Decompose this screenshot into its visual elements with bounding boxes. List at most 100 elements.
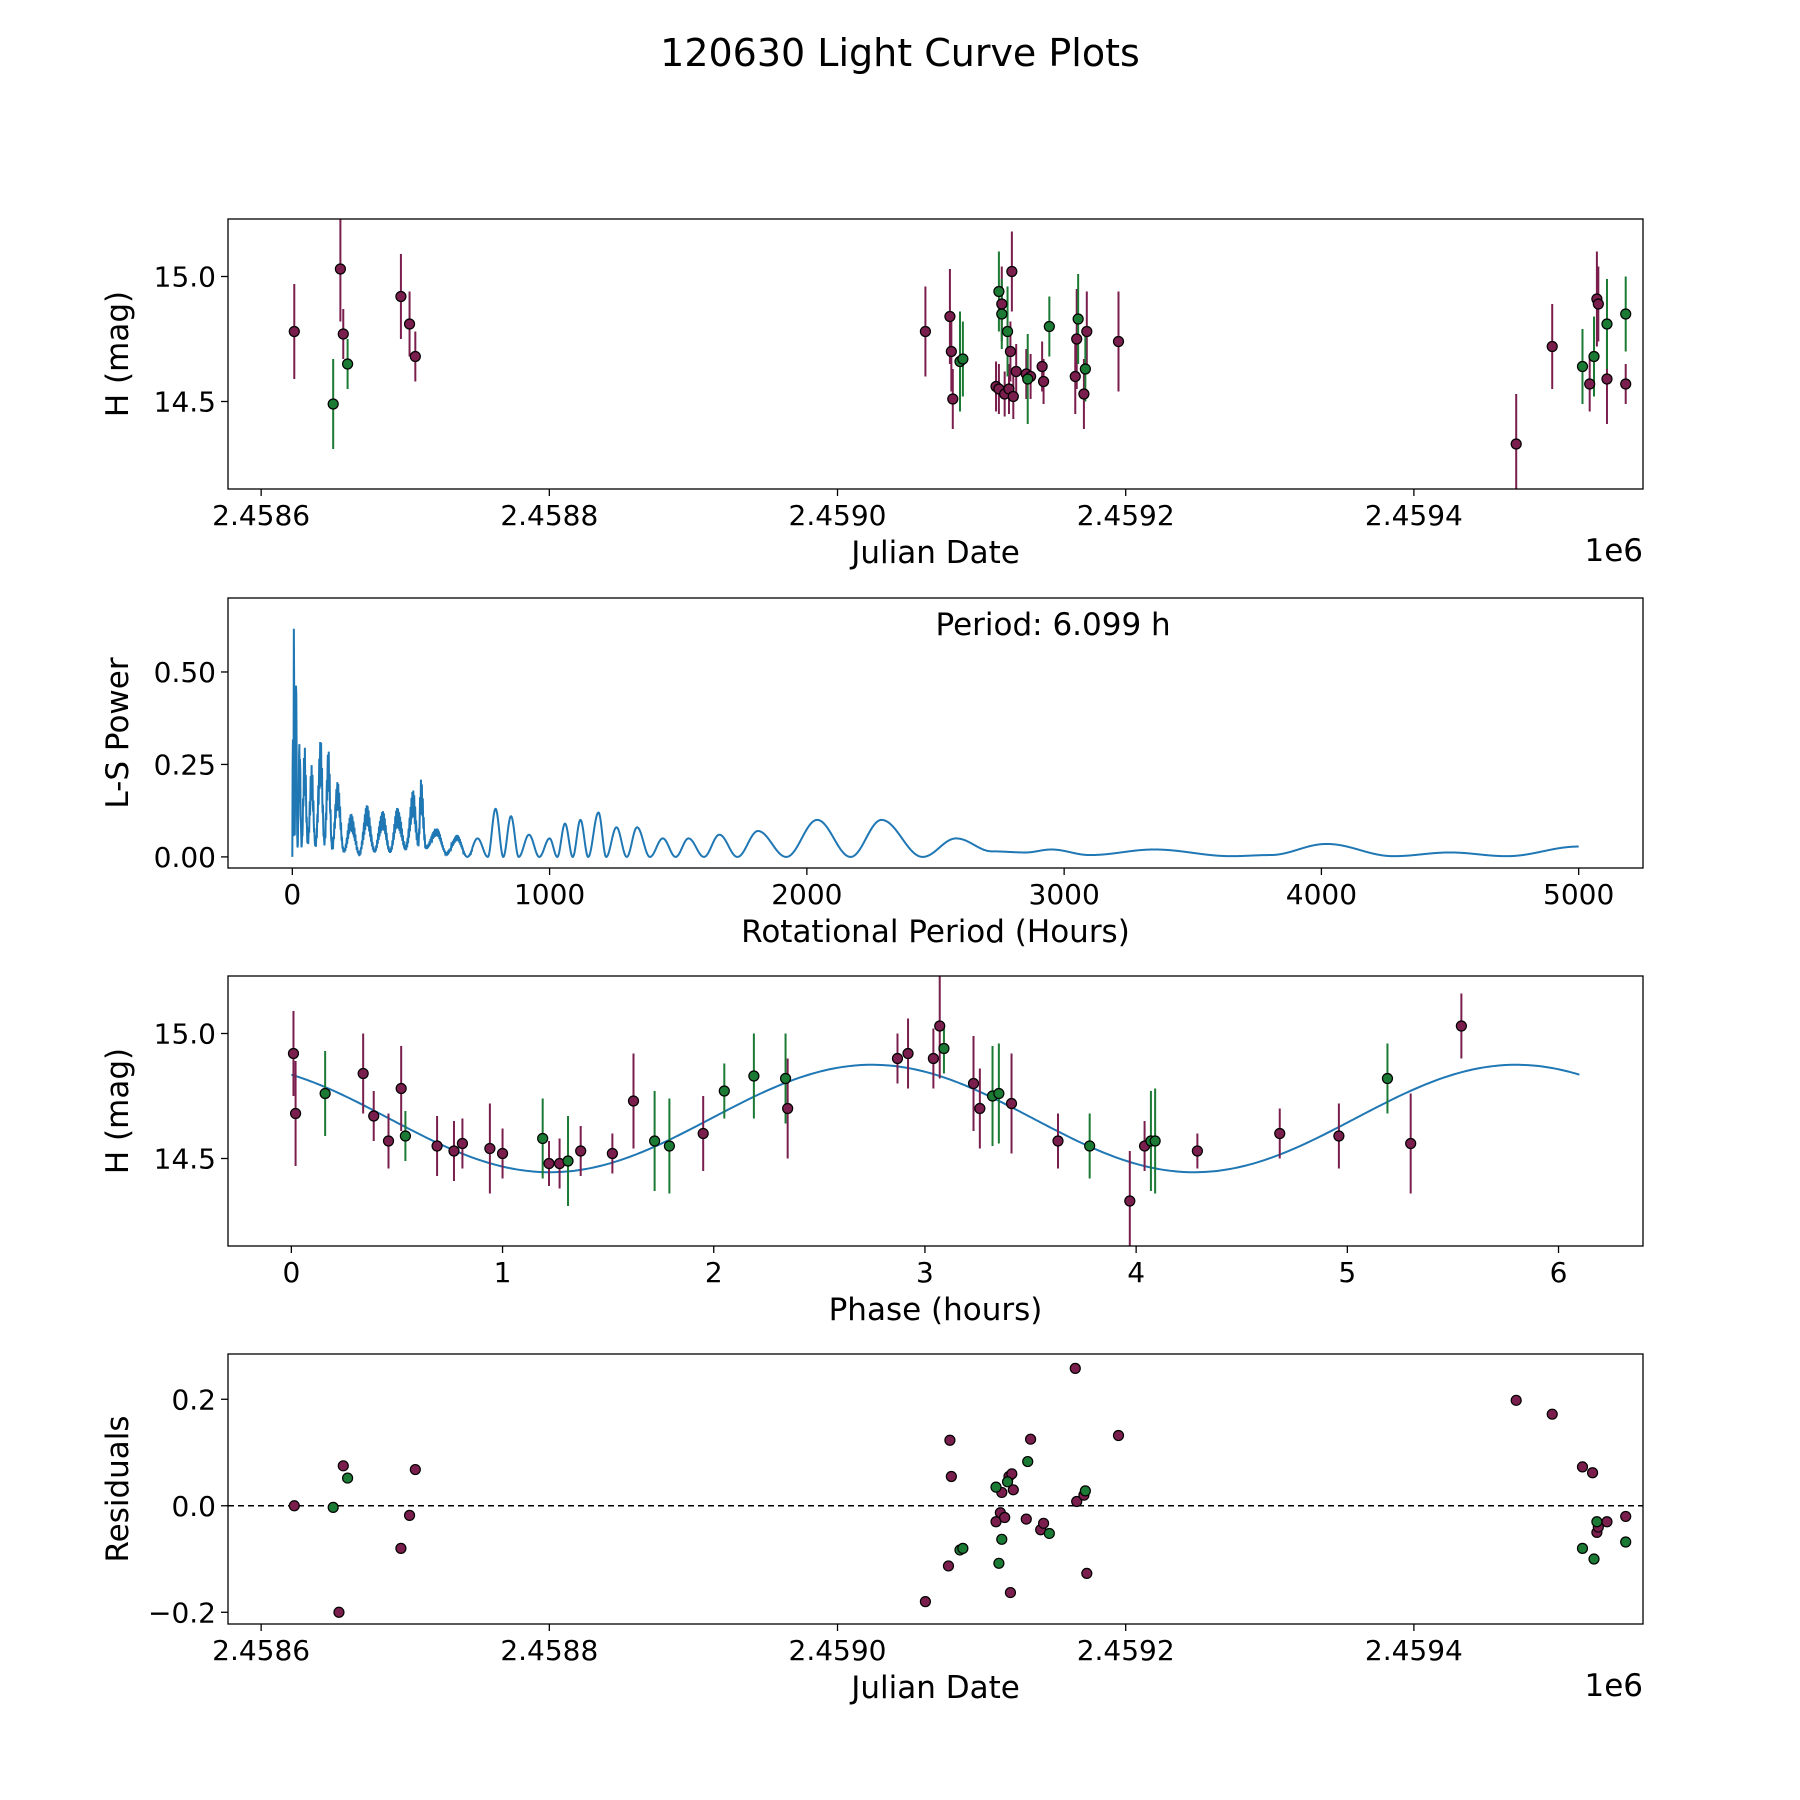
magenta-data-point — [287, 1047, 300, 1060]
plot-area — [228, 1362, 1643, 1618]
x-tick-label: 5 — [1338, 1256, 1356, 1289]
magenta-data-point — [945, 1470, 957, 1483]
periodogram-panel: 0 1000 2000 3000 4000 5000 0.00 0.25 0.50 Rotatio… — [100, 597, 1644, 950]
x-tick-label: 0 — [283, 878, 301, 911]
x-offset-label: 1e6 — [1584, 1668, 1643, 1704]
green-data-point — [1022, 373, 1034, 385]
magenta-data-point — [1081, 325, 1093, 338]
magenta-data-point — [289, 1107, 302, 1120]
x-tick-label: 2.4586 — [212, 499, 310, 532]
magenta-data-point — [934, 1020, 946, 1032]
y-tick-label: −0.2 — [148, 1596, 216, 1629]
sine-fit-curve — [291, 1063, 1580, 1174]
green-data-point — [537, 1132, 549, 1145]
green-data-point — [1620, 1536, 1632, 1548]
magenta-data-point — [496, 1147, 509, 1160]
green-data-point — [341, 358, 354, 370]
magenta-data-point — [431, 1140, 443, 1152]
green-data-point — [399, 1130, 412, 1142]
x-tick-label: 2.4592 — [1077, 499, 1175, 532]
y-tick-label: 0.00 — [154, 841, 216, 874]
green-data-point — [1079, 1485, 1091, 1497]
x-tick-label: 3000 — [1029, 878, 1100, 911]
x-offset-label: 1e6 — [1584, 533, 1643, 569]
magenta-data-point — [1620, 1510, 1632, 1523]
magenta-data-point — [395, 290, 407, 303]
magenta-data-point — [919, 325, 932, 338]
green-data-point — [1022, 1455, 1034, 1468]
green-data-point — [938, 1042, 950, 1055]
magenta-data-point — [627, 1095, 640, 1107]
magenta-data-point — [944, 310, 956, 323]
magenta-data-point — [382, 1135, 395, 1147]
green-data-point — [1072, 313, 1084, 325]
magenta-data-point — [1191, 1145, 1203, 1157]
x-tick-label: 3 — [916, 1256, 934, 1289]
x-tick-label: 1 — [494, 1256, 512, 1289]
axes-frame — [227, 597, 1644, 869]
plot-area — [291, 628, 1579, 859]
green-data-point — [993, 1557, 1005, 1569]
magenta-data-point — [782, 1102, 794, 1115]
x-tick-label: 1000 — [514, 878, 585, 911]
magenta-data-point — [357, 1067, 369, 1080]
magenta-data-point — [1052, 1135, 1064, 1147]
green-data-point — [649, 1135, 661, 1147]
magenta-data-point — [1124, 1195, 1136, 1207]
magenta-data-point — [1036, 360, 1048, 373]
magenta-data-point — [945, 345, 957, 358]
magenta-data-point — [999, 1511, 1011, 1524]
magenta-data-point — [1071, 333, 1083, 345]
x-tick-label: 4000 — [1286, 878, 1357, 911]
x-tick-label: 6 — [1550, 1256, 1568, 1289]
green-data-point — [1588, 350, 1600, 363]
magenta-data-point — [919, 1596, 932, 1608]
green-data-point — [341, 1472, 354, 1484]
y-tick-label: 0.25 — [154, 748, 216, 781]
magenta-data-point — [1007, 390, 1019, 403]
y-axis-label: L-S Power — [100, 657, 136, 808]
x-tick-label: 2 — [705, 1256, 723, 1289]
magenta-data-point — [990, 1516, 1002, 1528]
y-tick-label: 0.50 — [154, 656, 216, 689]
green-data-point — [748, 1070, 760, 1082]
magenta-data-point — [334, 263, 346, 275]
magenta-data-point — [1586, 1467, 1599, 1479]
green-data-point — [1601, 318, 1613, 330]
plot-area — [288, 219, 1632, 489]
magenta-data-point — [996, 298, 1008, 310]
magenta-data-point — [1078, 388, 1090, 400]
magenta-data-point — [1005, 1097, 1018, 1110]
magenta-data-point — [288, 325, 300, 338]
magenta-data-point — [456, 1137, 469, 1150]
magenta-data-point — [1007, 1484, 1019, 1496]
magenta-data-point — [409, 350, 421, 363]
magenta-data-point — [1069, 370, 1081, 383]
green-data-point — [957, 353, 969, 365]
y-tick-label: 14.5 — [154, 386, 216, 419]
x-axis-label: Julian Date — [849, 535, 1020, 571]
x-tick-label: 2.4588 — [500, 499, 598, 532]
y-tick-label: 0.0 — [171, 1490, 216, 1523]
green-data-point — [1001, 1476, 1014, 1488]
phased-panel: 0 1 2 3 4 5 6 14.5 15.0 Phase (hours) H (mag) — [100, 975, 1644, 1328]
magenta-data-point — [1081, 1567, 1093, 1580]
magenta-data-point — [1576, 1461, 1589, 1473]
period-annotation: Period: 6.099 h — [936, 607, 1171, 643]
green-data-point — [1043, 320, 1055, 333]
magenta-data-point — [409, 1463, 421, 1476]
y-axis-label: Residuals — [100, 1415, 136, 1562]
y-tick-label: 15.0 — [154, 261, 216, 294]
magenta-data-point — [395, 1082, 407, 1095]
magenta-data-point — [403, 1509, 416, 1521]
magenta-data-point — [1037, 1517, 1050, 1529]
magenta-data-point — [1069, 1362, 1081, 1374]
magenta-data-point — [1620, 378, 1632, 390]
green-data-point — [993, 285, 1005, 298]
magenta-data-point — [891, 1052, 904, 1065]
green-data-point — [996, 308, 1008, 320]
magenta-data-point — [697, 1127, 709, 1140]
y-tick-label: 14.5 — [154, 1143, 216, 1176]
magenta-data-point — [1274, 1127, 1286, 1140]
